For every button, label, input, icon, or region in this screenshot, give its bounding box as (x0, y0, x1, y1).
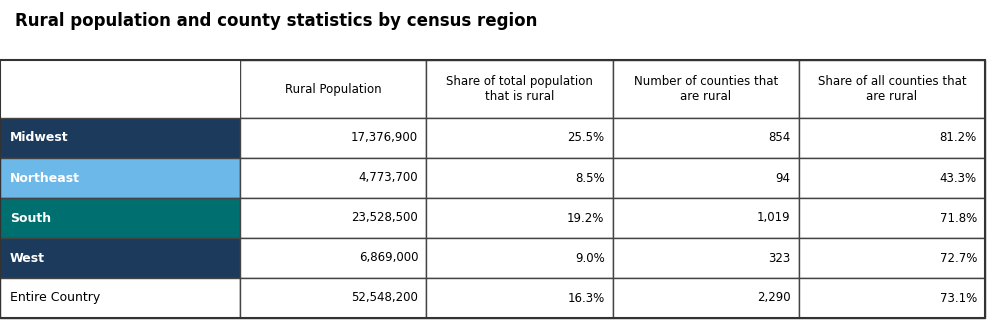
Bar (799, 198, 985, 238)
Text: 2,290: 2,290 (757, 292, 791, 304)
Bar (240, 158, 427, 198)
Text: 71.8%: 71.8% (940, 212, 977, 224)
Bar (0, 238, 240, 278)
Bar (799, 278, 985, 318)
Text: Northeast: Northeast (10, 172, 80, 184)
Text: 8.5%: 8.5% (574, 172, 604, 184)
Text: 81.2%: 81.2% (940, 132, 977, 145)
Bar (0, 60, 240, 118)
Text: 94: 94 (776, 172, 791, 184)
Bar (612, 118, 799, 158)
Bar (240, 118, 427, 158)
Bar (427, 198, 612, 238)
Text: 323: 323 (768, 252, 791, 264)
Bar (427, 158, 612, 198)
Text: West: West (10, 252, 45, 264)
Text: 1,019: 1,019 (757, 212, 791, 224)
Bar (799, 60, 985, 118)
Bar (612, 238, 799, 278)
Bar (0, 158, 240, 198)
Bar (612, 158, 799, 198)
Text: Midwest: Midwest (10, 132, 69, 145)
Text: 9.0%: 9.0% (574, 252, 604, 264)
Text: 19.2%: 19.2% (567, 212, 604, 224)
Text: 23,528,500: 23,528,500 (352, 212, 419, 224)
Bar (612, 60, 799, 118)
Bar (799, 238, 985, 278)
Text: 43.3%: 43.3% (940, 172, 977, 184)
Text: 73.1%: 73.1% (940, 292, 977, 304)
Text: 6,869,000: 6,869,000 (359, 252, 419, 264)
Bar (0, 278, 240, 318)
Bar (427, 60, 612, 118)
Bar (240, 238, 427, 278)
Text: South: South (10, 212, 51, 224)
Bar (427, 238, 612, 278)
Text: Entire Country: Entire Country (10, 292, 100, 304)
Text: 17,376,900: 17,376,900 (351, 132, 419, 145)
Bar (799, 118, 985, 158)
Text: Share of total population
that is rural: Share of total population that is rural (446, 75, 592, 103)
Bar (240, 60, 427, 118)
Text: 854: 854 (768, 132, 791, 145)
Bar (240, 278, 427, 318)
Text: 25.5%: 25.5% (567, 132, 604, 145)
Text: 16.3%: 16.3% (567, 292, 604, 304)
Bar (240, 198, 427, 238)
Bar (612, 198, 799, 238)
Text: 52,548,200: 52,548,200 (352, 292, 419, 304)
Bar (427, 118, 612, 158)
Text: Share of all counties that
are rural: Share of all counties that are rural (817, 75, 966, 103)
Text: Rural Population: Rural Population (285, 83, 382, 95)
Bar (0, 198, 240, 238)
Bar (0, 60, 985, 318)
Text: 4,773,700: 4,773,700 (359, 172, 419, 184)
Bar (612, 278, 799, 318)
Text: 72.7%: 72.7% (940, 252, 977, 264)
Text: Number of counties that
are rural: Number of counties that are rural (633, 75, 778, 103)
Bar (799, 158, 985, 198)
Text: Rural population and county statistics by census region: Rural population and county statistics b… (15, 12, 537, 30)
Bar (427, 278, 612, 318)
Bar (0, 118, 240, 158)
